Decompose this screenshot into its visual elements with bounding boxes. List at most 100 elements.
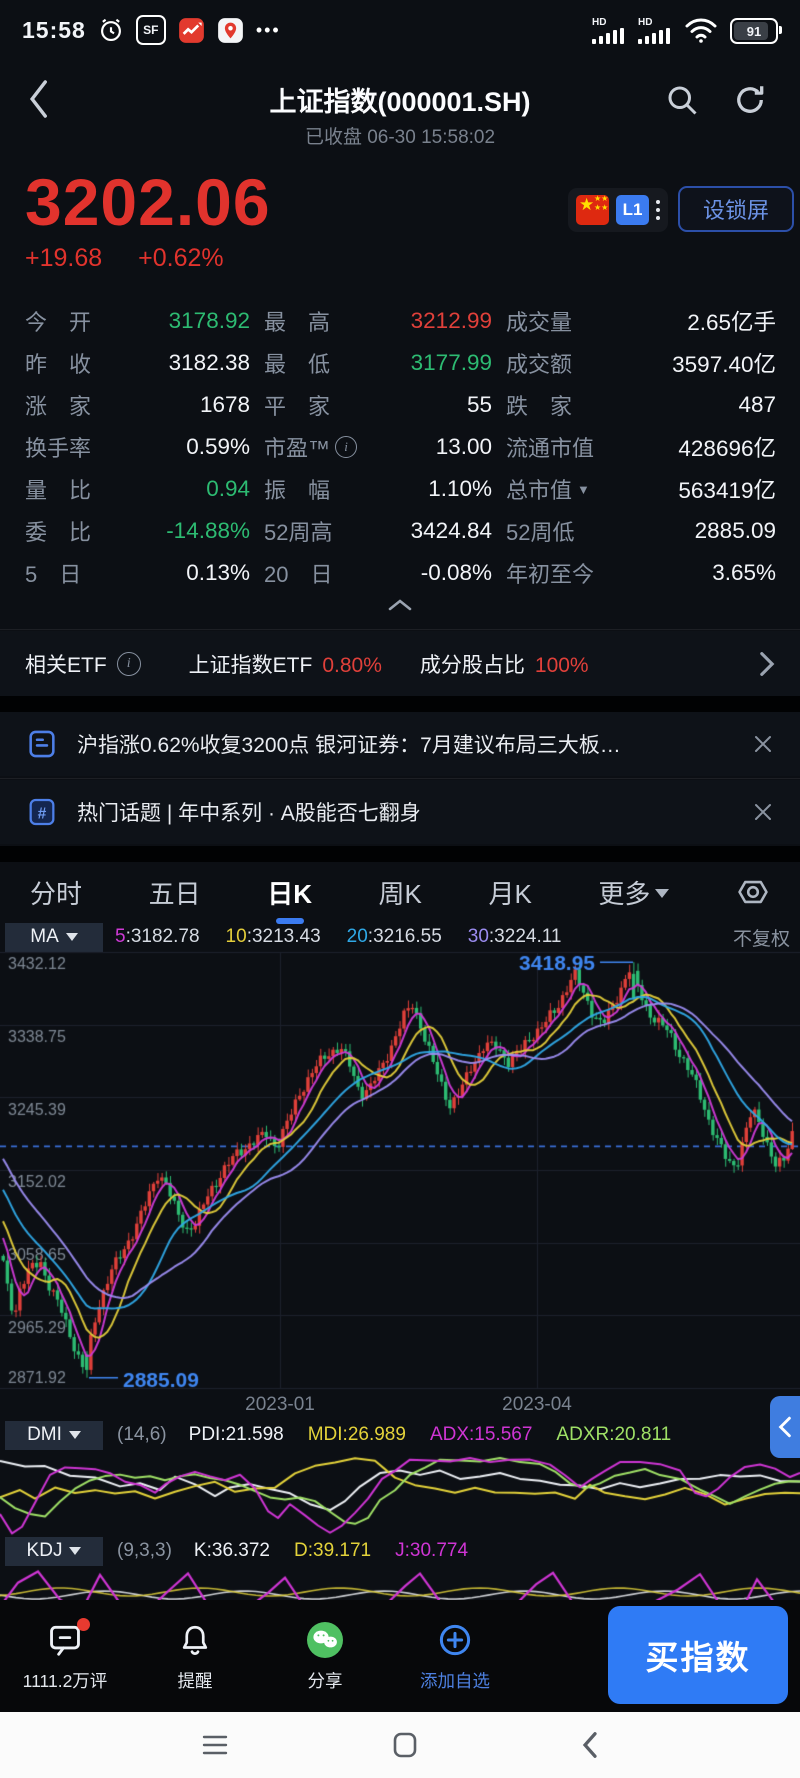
stat-label: 委 比 xyxy=(25,520,92,545)
stat-cell: 委 比 -14.88% xyxy=(25,515,250,547)
related-etf-bar[interactable]: 相关ETF i 上证指数ETF 0.80% 成分股占比 100% xyxy=(0,631,800,696)
quote-dots-icon xyxy=(656,200,660,220)
stat-cell: 年初至今 3.65% xyxy=(506,557,776,589)
nav-item-1111.2万评[interactable]: 1111.2万评 xyxy=(0,1617,130,1693)
kdj-indicator-canvas[interactable] xyxy=(0,1564,800,1600)
stat-label: 昨 收 xyxy=(25,352,92,377)
kdj-selector[interactable]: KDJ xyxy=(5,1536,103,1566)
tab-日K[interactable]: 日K xyxy=(267,874,312,911)
title-bar: 上证指数(000001.SH) 已收盘 06-30 15:58:02 xyxy=(0,60,800,156)
etf-item-name: 上证指数ETF xyxy=(188,653,313,677)
close-icon[interactable] xyxy=(751,800,775,824)
tab-月K[interactable]: 月K xyxy=(488,878,532,909)
stat-value: 3177.99 xyxy=(410,350,492,375)
back-icon[interactable] xyxy=(26,78,54,120)
back-nav-icon[interactable] xyxy=(580,1730,600,1760)
stat-label: 换手率 xyxy=(25,436,92,461)
stat-value: 3.65% xyxy=(712,560,776,585)
stat-cell: 最 低 3177.99 xyxy=(264,347,492,379)
indicator-value: ADX:15.567 xyxy=(429,1424,533,1445)
stat-cell: 市盈™ i 13.00 xyxy=(264,431,492,463)
ma-legend-item: 30:3224.11 xyxy=(467,926,562,947)
stat-cell: 量 比 0.94 xyxy=(25,473,250,505)
nav-item-label: 添加自选 xyxy=(420,1670,490,1691)
caret-down-icon xyxy=(655,889,670,898)
stock-app-icon xyxy=(178,17,205,44)
stats-row: 5 日 0.13% 20 日 -0.08% 年初至今 3.65% xyxy=(0,552,800,594)
tab-五日[interactable]: 五日 xyxy=(148,878,201,909)
indicator-value: J:30.774 xyxy=(395,1540,469,1561)
stats-row: 昨 收 3182.38 最 低 3177.99 成交额 3597.40亿 xyxy=(0,342,800,384)
tab-周K[interactable]: 周K xyxy=(378,878,422,909)
news-item[interactable]: 沪指涨0.62%收复3200点 银河证券：7月建议布局三大板… xyxy=(0,712,800,776)
level1-badge: L1 xyxy=(616,195,649,225)
stat-label: 流通市值 xyxy=(506,436,595,461)
nav-item-分享[interactable]: 分享 xyxy=(260,1620,390,1693)
dmi-selector[interactable]: DMI xyxy=(5,1420,103,1450)
stat-cell: 52周高 3424.84 xyxy=(264,515,492,547)
indicator-value: ADXR:20.811 xyxy=(556,1424,672,1445)
more-dots-icon: ••• xyxy=(255,19,281,40)
stat-cell: 昨 收 3182.38 xyxy=(25,347,250,379)
adjust-mode-label[interactable]: 不复权 xyxy=(732,928,790,950)
chart-collapse-handle[interactable] xyxy=(770,1396,800,1458)
chevron-right-icon[interactable] xyxy=(759,651,775,677)
stat-value: 13.00 xyxy=(435,434,492,459)
map-pin-icon xyxy=(217,17,244,44)
stat-cell: 平 家 55 xyxy=(264,389,492,421)
stat-cell: 5 日 0.13% xyxy=(25,557,250,589)
ma-selector[interactable]: MA xyxy=(5,922,103,952)
wechat-icon xyxy=(305,1620,345,1660)
stat-cell: 振 幅 1.10% xyxy=(264,473,492,505)
dmi-params: (14,6) xyxy=(117,1424,167,1445)
caret-down-icon xyxy=(68,1431,81,1439)
stat-value: 3424.84 xyxy=(410,518,492,543)
main-kline-canvas[interactable] xyxy=(0,950,800,1390)
refresh-icon[interactable] xyxy=(732,82,768,118)
stat-value: 3182.38 xyxy=(168,350,250,375)
etf-item[interactable]: 成分股占比 100% xyxy=(420,649,589,679)
stat-value: 428696亿 xyxy=(678,436,776,461)
news-item[interactable]: # 热门话题 | 年中系列 · A股能否七翻身 xyxy=(0,780,800,844)
stat-label: 振 幅 xyxy=(264,478,331,503)
home-icon[interactable] xyxy=(390,1730,420,1760)
etf-item[interactable]: 上证指数ETF 0.80% xyxy=(189,649,382,679)
tab-more[interactable]: 更多 xyxy=(598,874,670,911)
stat-value: 3597.40亿 xyxy=(672,352,776,377)
info-icon[interactable]: i xyxy=(116,651,141,676)
nav-item-label: 分享 xyxy=(307,1670,343,1691)
stat-cell: 换手率 0.59% xyxy=(25,431,250,463)
ma-legend-item: 20:3216.55 xyxy=(346,926,442,947)
caret-down-icon[interactable]: ▼ xyxy=(577,481,590,497)
hashtag-icon: # xyxy=(25,795,59,829)
stat-value: 0.59% xyxy=(186,434,250,459)
stats-grid: 今 开 3178.92 最 高 3212.99 成交量 2.65亿手昨 收 3182.38 最… xyxy=(0,300,800,594)
stats-row: 今 开 3178.92 最 高 3212.99 成交量 2.65亿手 xyxy=(0,300,800,342)
recents-icon[interactable] xyxy=(200,1733,230,1757)
close-icon[interactable] xyxy=(751,732,775,756)
status-bar: 15:58 SF ••• HD HD xyxy=(0,0,800,60)
related-etf-label: 相关ETF xyxy=(25,653,107,677)
dmi-indicator-canvas[interactable] xyxy=(0,1448,800,1540)
tab-分时[interactable]: 分时 xyxy=(30,878,83,909)
nav-item-添加自选[interactable]: 添加自选 xyxy=(390,1620,520,1693)
stats-row: 换手率 0.59% 市盈™ i 13.00 流通市值 428696亿 xyxy=(0,426,800,468)
add-watchlist-icon xyxy=(436,1620,474,1660)
nav-item-提醒[interactable]: 提醒 xyxy=(130,1620,260,1693)
page-title: 上证指数(000001.SH) xyxy=(269,87,531,117)
stat-cell: 涨 家 1678 xyxy=(25,389,250,421)
chart-settings-icon[interactable] xyxy=(736,875,770,909)
divider xyxy=(0,778,800,779)
collapse-stats-icon[interactable] xyxy=(0,596,800,614)
clock: 15:58 xyxy=(22,16,86,43)
buy-index-button[interactable]: 买指数 xyxy=(608,1606,788,1704)
stat-cell: 今 开 3178.92 xyxy=(25,305,250,337)
info-icon[interactable]: i xyxy=(335,436,358,458)
alarm-icon xyxy=(98,17,124,43)
news-text: 沪指涨0.62%收复3200点 银河证券：7月建议布局三大板… xyxy=(77,734,621,757)
stat-cell: 52周低 2885.09 xyxy=(506,515,776,547)
stat-label: 量 比 xyxy=(25,478,92,503)
lockscreen-button[interactable]: 设锁屏 xyxy=(678,186,794,232)
search-icon[interactable] xyxy=(664,82,700,118)
